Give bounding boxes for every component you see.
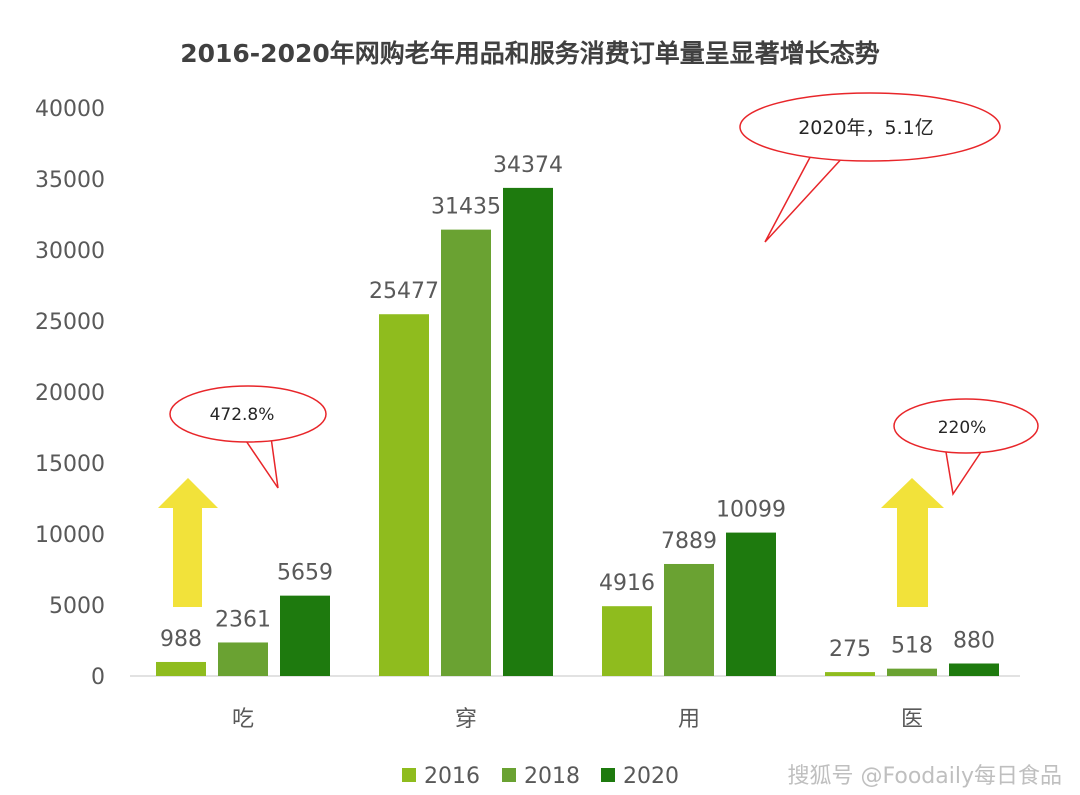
category-label: 吃	[232, 707, 254, 732]
bars	[156, 187, 999, 677]
callout-med-bubble	[893, 398, 1039, 454]
data-label-2020-1: 34374	[493, 153, 563, 178]
bar-2016-2	[602, 606, 652, 676]
y-tick-label: 10000	[35, 523, 105, 548]
data-label-2020-3: 880	[953, 629, 995, 654]
bar-2018-3	[887, 668, 937, 676]
bar-2016-0	[156, 661, 206, 676]
legend-label-2016: 2016	[424, 764, 480, 789]
chart-title: 2016-2020年网购老年用品和服务消费订单量呈显著增长态势	[180, 39, 880, 68]
y-tick-label: 35000	[35, 168, 105, 193]
y-tick-label: 0	[91, 665, 105, 690]
bar-2018-2	[664, 563, 714, 676]
legend-label-2020: 2020	[623, 764, 679, 789]
data-label-2018-0: 2361	[215, 607, 271, 632]
up-arrow-eat	[158, 478, 218, 607]
bar-2018-0	[218, 642, 268, 676]
y-tick-label: 25000	[35, 310, 105, 335]
legend-swatch-2018	[502, 768, 516, 782]
y-axis: 0 5000 10000 15000 20000 25000 30000 35000 40000	[35, 97, 105, 690]
bar-2020-3	[949, 663, 999, 676]
y-tick-label: 15000	[35, 452, 105, 477]
data-label-2018-3: 518	[891, 634, 933, 659]
category-label: 用	[678, 707, 700, 732]
data-label-2020-2: 10099	[716, 498, 786, 523]
callout-eat-text: 472.8%	[210, 405, 275, 425]
category-labels: 吃穿用医	[232, 707, 923, 732]
legend-swatch-2020	[601, 768, 615, 782]
bar-2020-1	[503, 187, 553, 676]
category-label: 穿	[455, 707, 477, 732]
callout-eat-pointer	[239, 429, 279, 489]
callout-total-text: 2020年，5.1亿	[798, 117, 934, 139]
data-label-2018-2: 7889	[661, 529, 717, 554]
decorations: 472.8% 2020年，5.1亿 220%	[158, 92, 1039, 607]
callout-med-pointer	[944, 445, 986, 496]
data-label-2016-1: 25477	[369, 279, 439, 304]
data-label-2016-2: 4916	[599, 571, 655, 596]
y-tick-label: 30000	[35, 239, 105, 264]
bar-2016-3	[825, 672, 875, 676]
bar-2018-1	[441, 229, 491, 677]
data-label-2016-0: 988	[160, 627, 202, 652]
callout-eat: 472.8%	[169, 385, 327, 489]
data-label-2018-1: 31435	[431, 195, 501, 220]
callout-med: 220%	[893, 398, 1039, 496]
callout-total-pointer	[764, 147, 846, 243]
bar-2020-2	[726, 532, 776, 676]
callout-eat-bubble	[169, 385, 327, 443]
y-tick-label: 5000	[49, 594, 105, 619]
legend-label-2018: 2018	[524, 764, 580, 789]
callout-total: 2020年，5.1亿	[739, 92, 1001, 243]
legend-swatch-2016	[402, 768, 416, 782]
callout-med-text: 220%	[938, 418, 987, 438]
data-label-2016-3: 275	[829, 637, 871, 662]
bar-2020-0	[280, 595, 330, 676]
legend: 2016 2018 2020	[402, 764, 679, 789]
callout-total-bubble	[739, 92, 1001, 162]
up-arrow-med	[881, 478, 944, 607]
y-tick-label: 20000	[35, 381, 105, 406]
category-label: 医	[901, 707, 923, 732]
data-label-2020-0: 5659	[277, 561, 333, 586]
bar-2016-1	[379, 314, 429, 676]
y-tick-label: 40000	[35, 97, 105, 122]
watermark: 搜狐号 @Foodaily每日食品	[788, 764, 1062, 789]
